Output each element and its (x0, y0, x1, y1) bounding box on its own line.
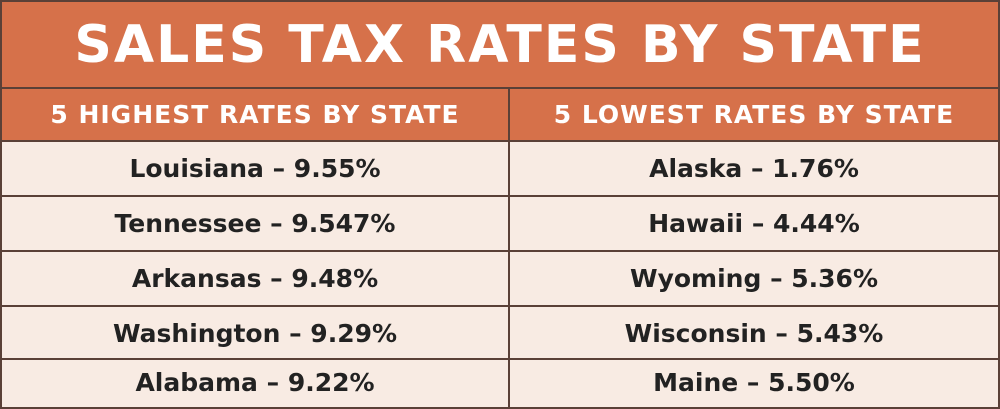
lowest-rates-header: 5 LOWEST RATES BY STATE (510, 89, 998, 140)
lowest-row-5: Maine – 5.50% (510, 358, 998, 407)
column-divider (508, 89, 510, 409)
lowest-row-4: Wisconsin – 5.43% (510, 307, 998, 360)
highest-row-2: Tennessee – 9.547% (2, 197, 508, 250)
divider (2, 195, 998, 197)
highest-row-5-text: Alabama – 9.22% (135, 368, 375, 397)
lowest-row-2: Hawaii – 4.44% (510, 197, 998, 250)
divider (2, 305, 998, 307)
lowest-row-1-text: Alaska – 1.76% (649, 154, 859, 183)
highest-row-3: Arkansas – 9.48% (2, 252, 508, 305)
lowest-row-1: Alaska – 1.76% (510, 142, 998, 195)
lowest-row-3-text: Wyoming – 5.36% (630, 264, 878, 293)
highest-row-2-text: Tennessee – 9.547% (114, 209, 396, 238)
lowest-row-5-text: Maine – 5.50% (653, 368, 855, 397)
highest-row-4: Washington – 9.29% (2, 307, 508, 360)
title-bar: SALES TAX RATES BY STATE (2, 2, 998, 87)
divider (2, 140, 998, 142)
highest-row-5: Alabama – 9.22% (2, 358, 508, 407)
divider (2, 358, 998, 360)
divider (2, 250, 998, 252)
highest-rates-header-label: 5 HIGHEST RATES BY STATE (50, 100, 460, 129)
lowest-row-2-text: Hawaii – 4.44% (648, 209, 860, 238)
divider (2, 87, 998, 89)
highest-rates-header: 5 HIGHEST RATES BY STATE (2, 89, 508, 140)
lowest-row-3: Wyoming – 5.36% (510, 252, 998, 305)
highest-row-3-text: Arkansas – 9.48% (131, 264, 379, 293)
highest-row-4-text: Washington – 9.29% (112, 319, 398, 348)
lowest-rates-header-label: 5 LOWEST RATES BY STATE (553, 100, 955, 129)
table-title: SALES TAX RATES BY STATE (74, 14, 926, 75)
highest-row-1-text: Louisiana – 9.55% (129, 154, 381, 183)
highest-row-1: Louisiana – 9.55% (2, 142, 508, 195)
lowest-row-4-text: Wisconsin – 5.43% (624, 319, 884, 348)
